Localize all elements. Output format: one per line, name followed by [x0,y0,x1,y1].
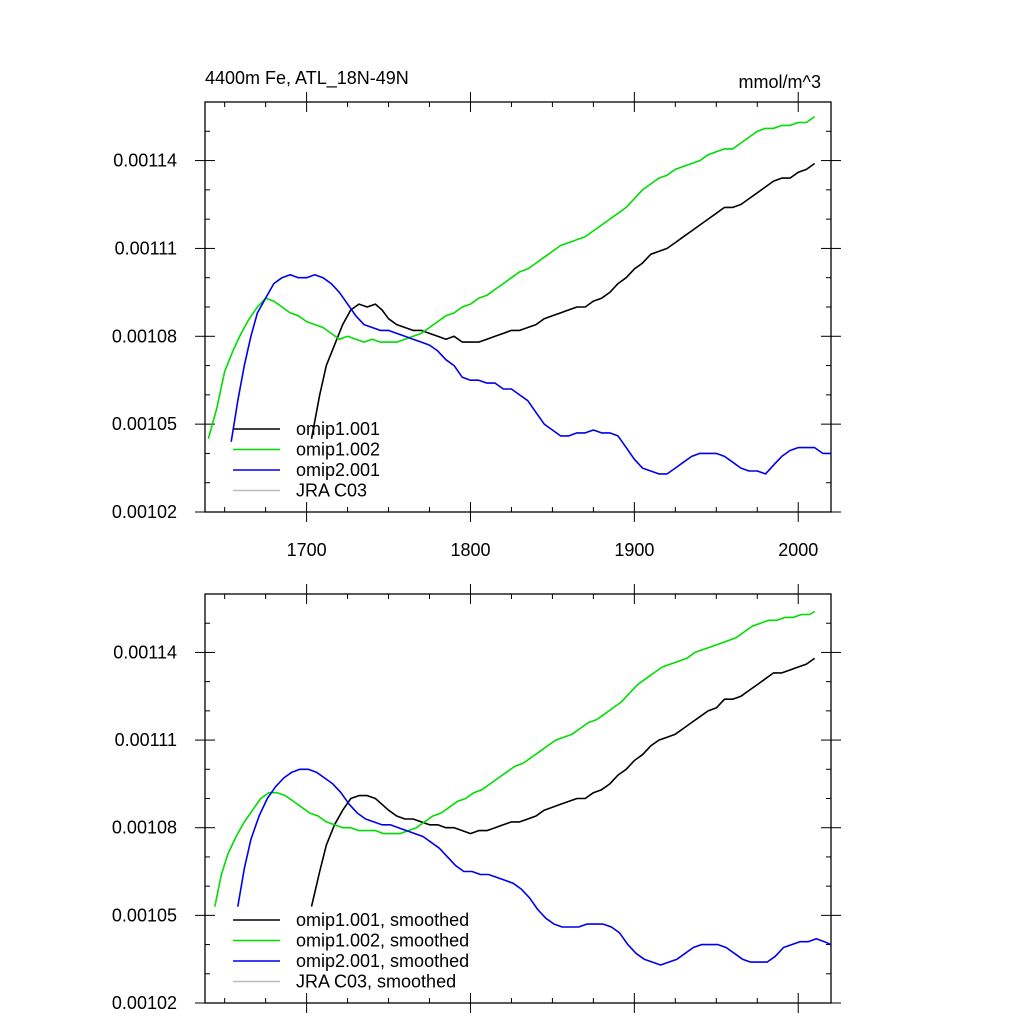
x-tick-label: 2000 [778,540,818,560]
legend-label: JRA C03, smoothed [296,972,456,992]
series-line-omip1-001-smoothed [310,657,816,907]
legend-label: omip2.001 [296,460,380,480]
chart-title: 4400m Fe, ATL_18N-49N [205,68,409,89]
series-layer [207,115,831,475]
legend-label: omip1.002 [296,440,380,460]
y-tick-label: 0.00105 [112,414,177,434]
y-tick-label: 0.00114 [113,151,177,171]
bottom-panel: 0.00102 0.00105 0.00108 0.00111 0.00114 omip1… [112,584,841,1013]
series-layer [214,610,831,966]
y-tick-label: 0.00102 [112,993,177,1013]
x-tick-label: 1800 [450,540,490,560]
y-tick-label: 0.00114 [113,642,177,662]
y-tick-label: 0.00105 [112,905,177,925]
units-label: mmol/m^3 [739,72,821,92]
y-tick-label: 0.00111 [115,730,177,750]
top-panel: 0.00102 0.00105 0.00108 0.00111 0.00114 1700 1… [112,68,841,560]
series-line-omip2-001-smoothed [237,768,831,966]
x-tick-label: 1900 [614,540,654,560]
legend-label: omip1.001 [296,419,380,439]
legend-label: omip1.002, smoothed [296,931,469,951]
series-line-omip1-002-smoothed [214,610,816,907]
legend-label: omip1.001, smoothed [296,910,469,930]
y-tick-label: 0.00108 [112,326,177,346]
series-line-omip2-001 [230,274,831,475]
legend-label: omip2.001, smoothed [296,951,469,971]
series-line-omip1-002 [207,115,816,440]
legend-label: JRA C03 [296,481,367,501]
x-tick-label: 1700 [287,540,327,560]
y-tick-label: 0.00111 [115,238,177,258]
y-tick-label: 0.00108 [112,818,177,838]
y-tick-label: 0.00102 [112,502,177,522]
series-line-omip1-001 [310,162,816,439]
